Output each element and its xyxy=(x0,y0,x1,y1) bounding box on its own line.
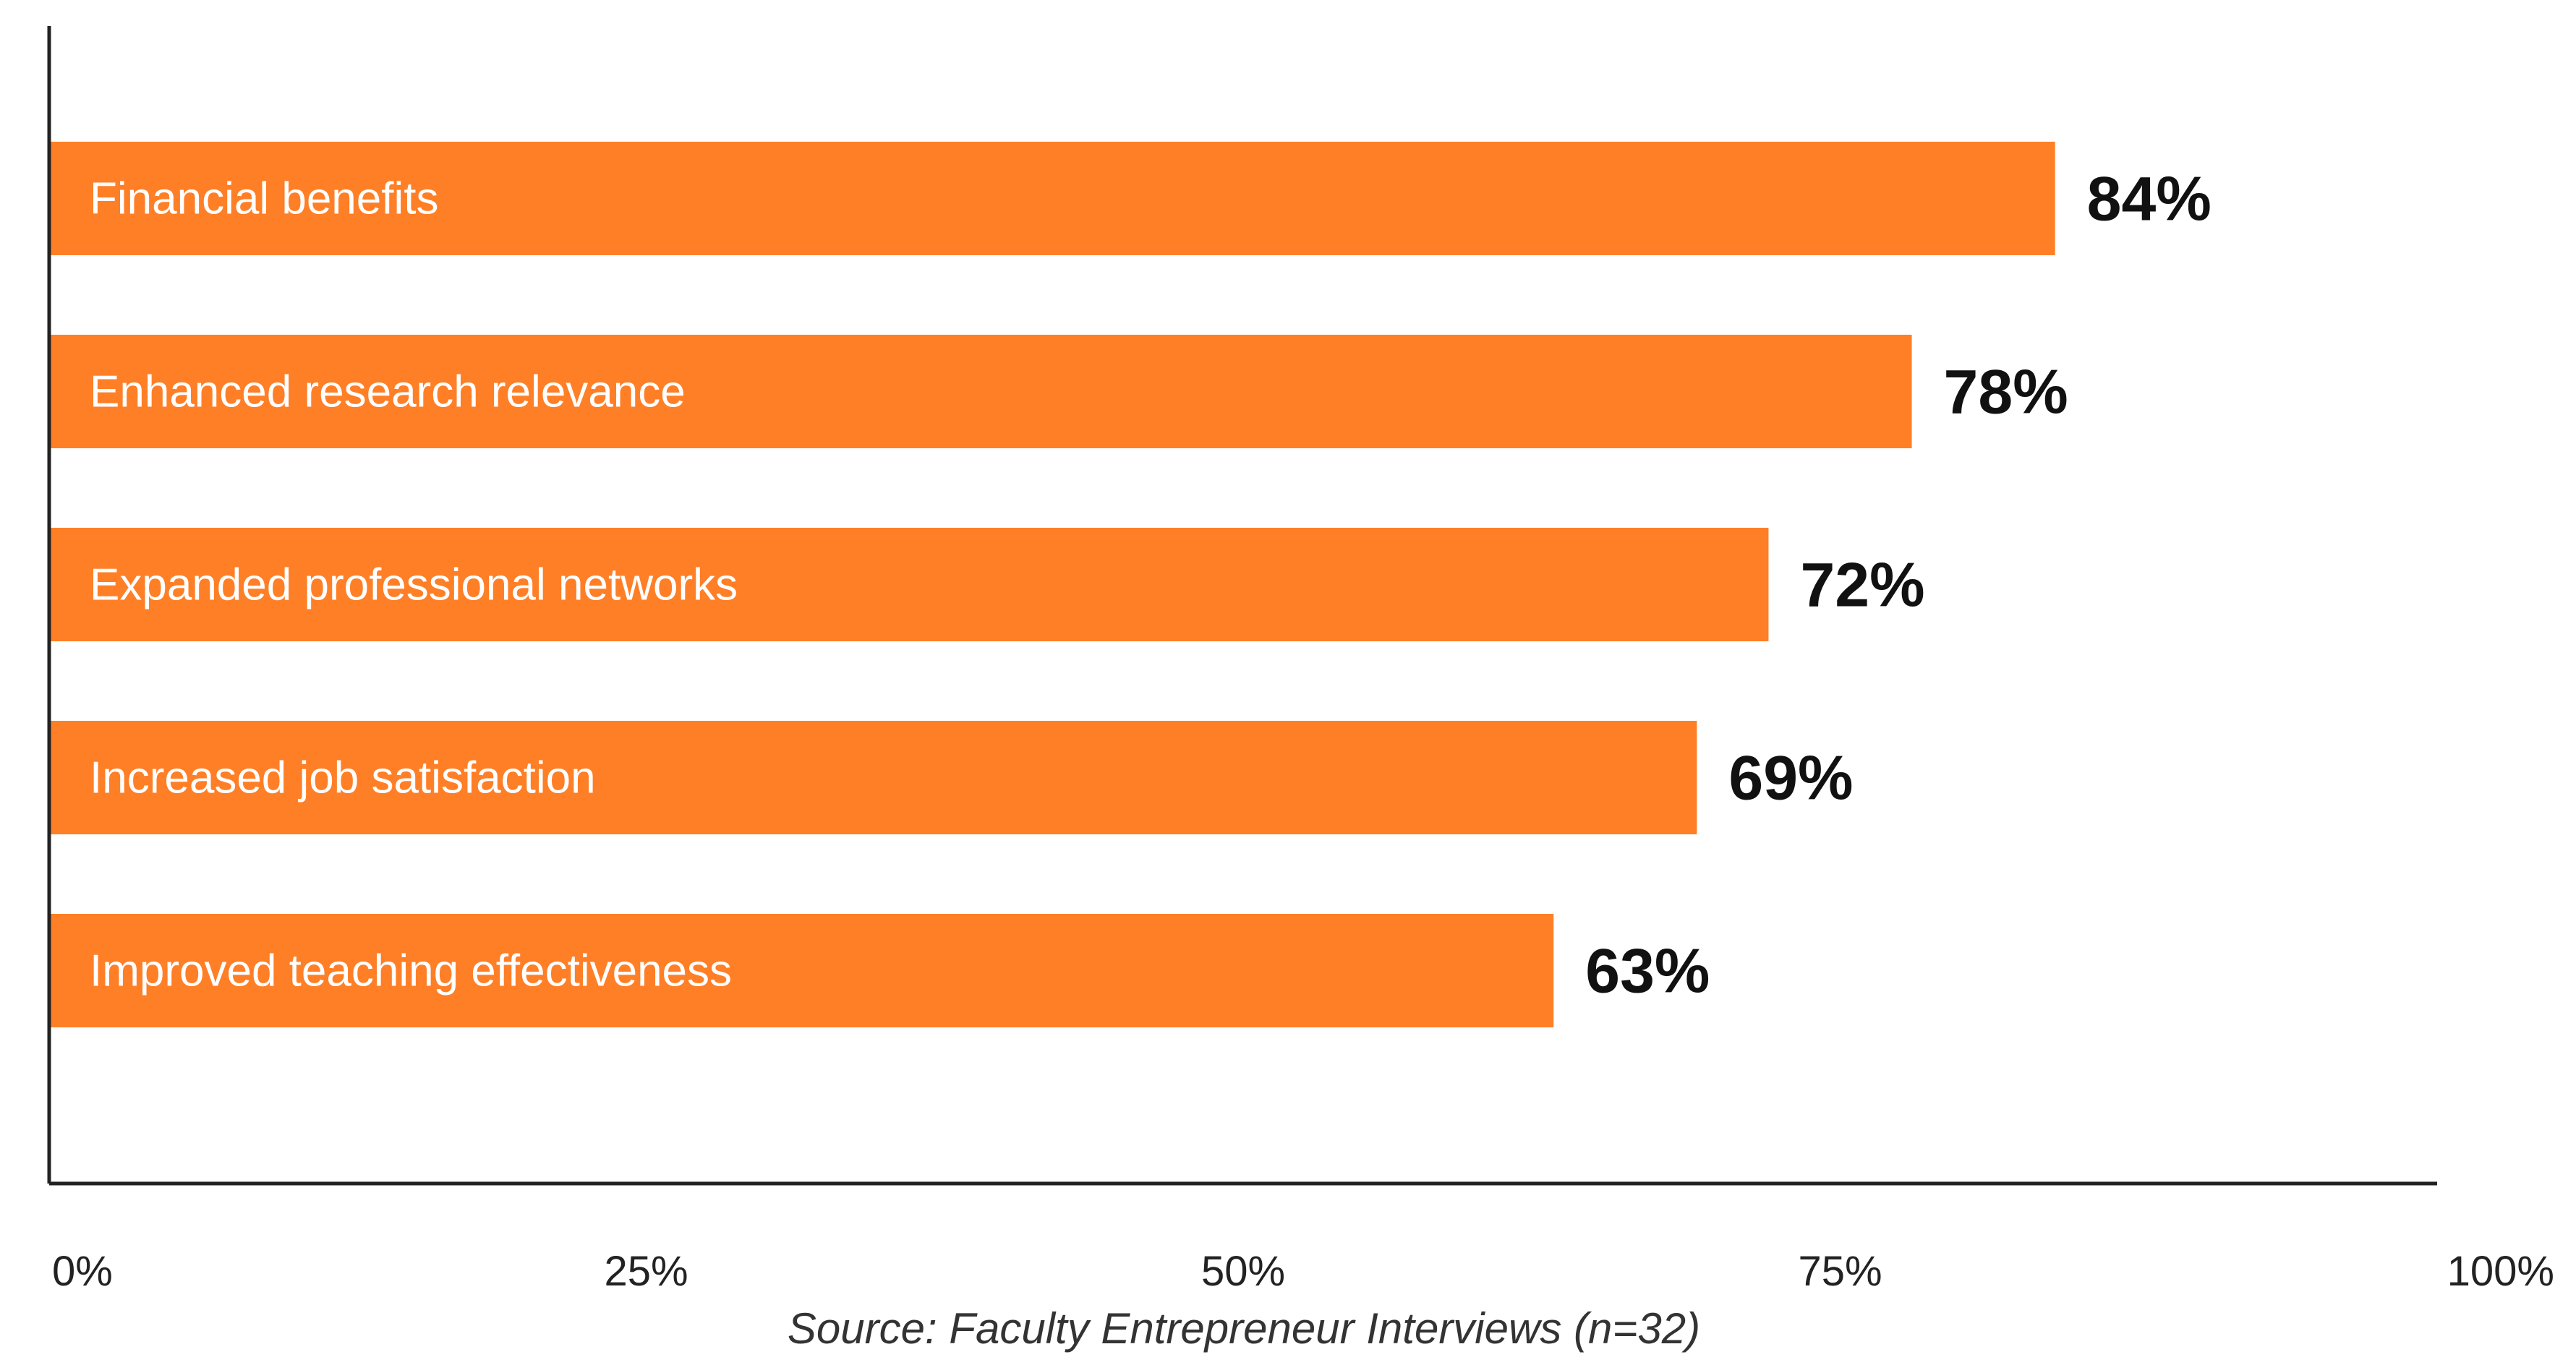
bar xyxy=(49,335,1912,448)
bar xyxy=(49,914,1554,1027)
bar xyxy=(49,721,1697,834)
x-tick-label: 75% xyxy=(1798,1248,1882,1295)
x-tick-labels: 0% 25% 50% 75% 100% xyxy=(52,1248,2554,1295)
x-tick-label: 25% xyxy=(604,1248,688,1295)
bar xyxy=(49,528,1769,641)
bar-value-label: 72% xyxy=(1800,551,1924,620)
x-tick-label: 100% xyxy=(2447,1248,2554,1295)
bar xyxy=(49,142,2055,255)
bar-category-label: Enhanced research relevance xyxy=(90,367,686,417)
bar-value-label: 69% xyxy=(1728,744,1853,813)
bar-value-label: 84% xyxy=(2087,165,2212,234)
bars-layer: Financial benefits 84% Enhanced research r… xyxy=(49,142,2212,1027)
bar-value-label: 63% xyxy=(1585,937,1710,1006)
bar-category-label: Expanded professional networks xyxy=(90,560,738,610)
x-tick-label: 50% xyxy=(1201,1248,1285,1295)
bar-value-label: 78% xyxy=(1944,358,2068,427)
bar-category-label: Increased job satisfaction xyxy=(90,753,596,803)
bar-category-label: Financial benefits xyxy=(90,174,439,224)
bar-category-label: Improved teaching effectiveness xyxy=(90,946,732,996)
x-tick-label: 0% xyxy=(52,1248,113,1295)
source-note: Source: Faculty Entrepreneur Interviews … xyxy=(788,1304,1700,1353)
